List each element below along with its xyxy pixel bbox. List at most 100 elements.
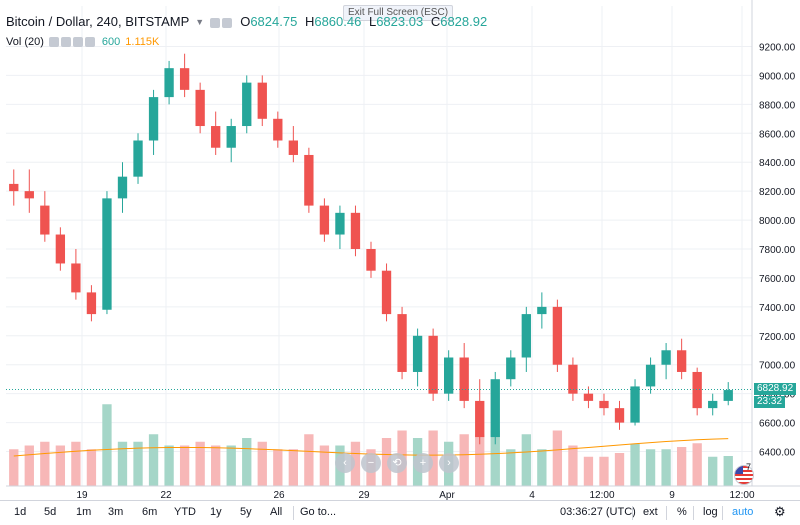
candle-body: [599, 400, 609, 409]
time-tick-label: Apr: [439, 490, 455, 500]
time-tick-label: 9: [669, 490, 675, 500]
volume-bar: [537, 449, 547, 486]
volume-bar: [102, 404, 112, 486]
close-value: 6828.92: [440, 14, 488, 29]
volume-bar: [226, 445, 236, 486]
volume-bar: [708, 456, 718, 486]
candle-body: [350, 212, 361, 249]
candle-body: [86, 292, 97, 315]
candle-body: [630, 386, 640, 423]
range-1d[interactable]: 1d: [14, 506, 27, 518]
volume-bar: [24, 445, 34, 486]
candle-body: [71, 263, 81, 293]
legend-buttons: [210, 14, 234, 29]
volume-ma-value: 1.115K: [125, 36, 160, 48]
us-flag-icon[interactable]: [734, 465, 754, 485]
chevron-down-icon[interactable]: ▼: [195, 16, 205, 27]
time-axis: 19 22 26 29 Apr 4 12:00 9 12:00: [76, 490, 755, 500]
toolbar-divider: [693, 506, 694, 520]
zoom-in-icon[interactable]: +: [413, 453, 433, 473]
open-value: 6824.75: [250, 14, 298, 29]
volume-bar: [599, 456, 609, 486]
candle-body: [288, 140, 298, 155]
close-icon[interactable]: [84, 37, 95, 48]
volume-label[interactable]: Vol (20): [6, 36, 44, 48]
range-ytd[interactable]: YTD: [174, 506, 196, 518]
volume-bar: [40, 441, 50, 486]
candle-body: [148, 97, 159, 141]
eye-icon[interactable]: [48, 37, 59, 48]
candle-body: [568, 364, 578, 394]
range-5y[interactable]: 5y: [240, 506, 252, 518]
price-tick-label: 6600.00: [759, 419, 796, 430]
volume-bar: [723, 456, 733, 486]
candle-body: [133, 140, 143, 177]
chart-area[interactable]: 9200.00 9000.00 8800.00 8600.00 8400.00 8200.…: [0, 0, 800, 500]
volume-bar: [179, 445, 190, 486]
volume-bar: [9, 449, 19, 486]
volume-bar: [273, 449, 283, 486]
price-tick-label: 6400.00: [759, 448, 796, 459]
toolbar-divider: [293, 506, 294, 520]
candle-body: [692, 371, 702, 409]
extended-hours-toggle[interactable]: ext: [643, 506, 658, 518]
candle-body: [444, 357, 454, 394]
candle-body: [304, 154, 314, 206]
range-5d[interactable]: 5d: [44, 506, 57, 518]
volume-bar: [350, 441, 361, 486]
time-tick-label: 19: [76, 490, 88, 500]
range-6m[interactable]: 6m: [142, 506, 158, 518]
utc-clock[interactable]: 03:36:27 (UTC): [560, 506, 636, 518]
volume-bars: [9, 404, 733, 486]
eye-icon[interactable]: [210, 17, 221, 28]
zoom-out-icon[interactable]: −: [361, 453, 381, 473]
volume-bar: [428, 430, 438, 486]
range-all[interactable]: All: [270, 506, 283, 518]
add-icon[interactable]: [72, 37, 83, 48]
range-1y[interactable]: 1y: [210, 506, 222, 518]
scroll-left-icon[interactable]: ‹: [335, 453, 355, 473]
percent-scale-toggle[interactable]: %: [677, 506, 687, 518]
candle-body: [195, 89, 205, 127]
price-tick-label: 8600.00: [759, 129, 796, 140]
candle-body: [102, 198, 112, 310]
candle-body: [645, 364, 656, 387]
symbol-title[interactable]: Bitcoin / Dollar, 240, BITSTAMP: [6, 14, 190, 29]
low-value: 6823.03: [376, 14, 424, 29]
time-tick-label: 12:00: [729, 490, 754, 500]
price-tick-label: 7000.00: [759, 361, 796, 372]
candle-body: [24, 191, 34, 199]
log-scale-toggle[interactable]: log: [703, 506, 718, 518]
goto-button[interactable]: Go to...: [300, 506, 337, 518]
volume-value: 600: [101, 36, 121, 48]
gear-icon[interactable]: ⚙: [774, 504, 786, 519]
price-tick-label: 8400.00: [759, 158, 796, 169]
volume-bar: [475, 434, 485, 486]
candle-body: [475, 400, 485, 438]
volume-bar: [645, 449, 656, 486]
price-axis: 9200.00 9000.00 8800.00 8600.00 8400.00 8200.…: [759, 42, 796, 458]
settings-icon[interactable]: [60, 37, 71, 48]
price-tick-label: 7200.00: [759, 332, 796, 343]
reset-icon[interactable]: ⟲: [387, 453, 407, 473]
range-1m[interactable]: 1m: [76, 506, 92, 518]
candle-body: [521, 314, 531, 358]
candle-body: [412, 335, 423, 372]
exit-fullscreen-button[interactable]: Exit Full Screen (ESC): [343, 5, 454, 21]
candle-body: [614, 408, 625, 423]
time-tick-label: 22: [160, 490, 172, 500]
low-label: L: [368, 14, 377, 29]
toolbar-divider: [722, 506, 723, 520]
price-tick-label: 8000.00: [759, 216, 796, 227]
settings-icon[interactable]: [222, 17, 233, 28]
time-tick-label: 26: [273, 490, 285, 500]
volume-bar: [459, 434, 469, 486]
candle-body: [117, 176, 128, 199]
bottom-toolbar: 1d 5d 1m 3m 6m YTD 1y 5y All Go to... 03…: [0, 500, 800, 525]
candle-body: [211, 126, 221, 148]
auto-scale-toggle[interactable]: auto: [732, 506, 754, 518]
scroll-right-icon[interactable]: ›: [439, 453, 459, 473]
range-3m[interactable]: 3m: [108, 506, 124, 518]
price-tick-label: 8200.00: [759, 187, 796, 198]
volume-bar: [630, 444, 640, 486]
